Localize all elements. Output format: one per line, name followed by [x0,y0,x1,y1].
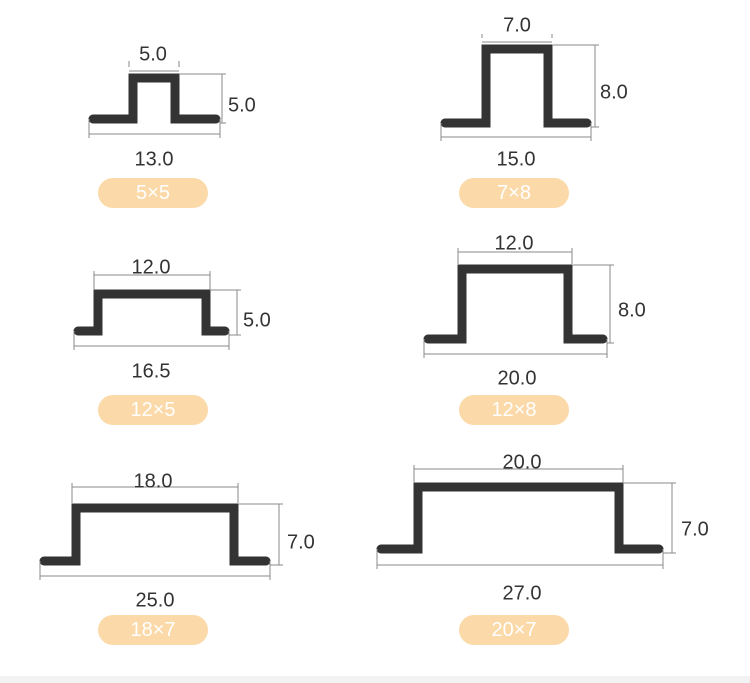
profile-2: 7.0 8.0 15.0 [440,14,628,170]
height-label: 5.0 [228,94,256,116]
profile-shape [376,482,664,554]
profile-3: 12.0 5.0 16.5 [73,256,271,382]
height-label: 5.0 [243,309,271,331]
top-width-label: 18.0 [134,470,173,492]
top-width-label: 7.0 [503,14,531,36]
top-width-label: 20.0 [503,451,542,473]
profile-shape [39,503,271,566]
profile-4: 12.0 8.0 20.0 [423,232,646,389]
profile-shape [88,73,221,124]
height-label: 8.0 [618,299,646,321]
height-label: 8.0 [600,81,628,103]
profile-shape [423,264,608,344]
size-badge-20x7: 20×7 [459,615,569,645]
profile-shape [440,44,592,128]
bottom-width-label: 25.0 [136,589,175,611]
height-label: 7.0 [681,518,709,540]
size-badge-12x5: 12×5 [98,395,208,425]
profile-5: 18.0 7.0 25.0 [39,470,315,611]
size-badge-5x5: 5×5 [98,178,208,208]
height-label: 7.0 [287,531,315,553]
top-width-label: 5.0 [139,43,167,65]
profile-shape [73,289,230,336]
top-width-label: 12.0 [132,256,171,278]
bottom-width-label: 20.0 [498,367,537,389]
bottom-width-label: 15.0 [497,148,536,170]
size-badge-12x8: 12×8 [459,395,569,425]
bottom-width-label: 13.0 [135,148,174,170]
bottom-width-label: 16.5 [132,360,171,382]
size-badge-7x8: 7×8 [459,178,569,208]
profile-1: 5.0 5.0 13.0 [88,43,256,170]
bottom-width-label: 27.0 [503,582,542,604]
bottom-divider [0,676,750,683]
top-width-label: 12.0 [495,232,534,254]
profile-6: 20.0 7.0 27.0 [376,451,709,604]
size-badge-18x7: 18×7 [98,615,208,645]
